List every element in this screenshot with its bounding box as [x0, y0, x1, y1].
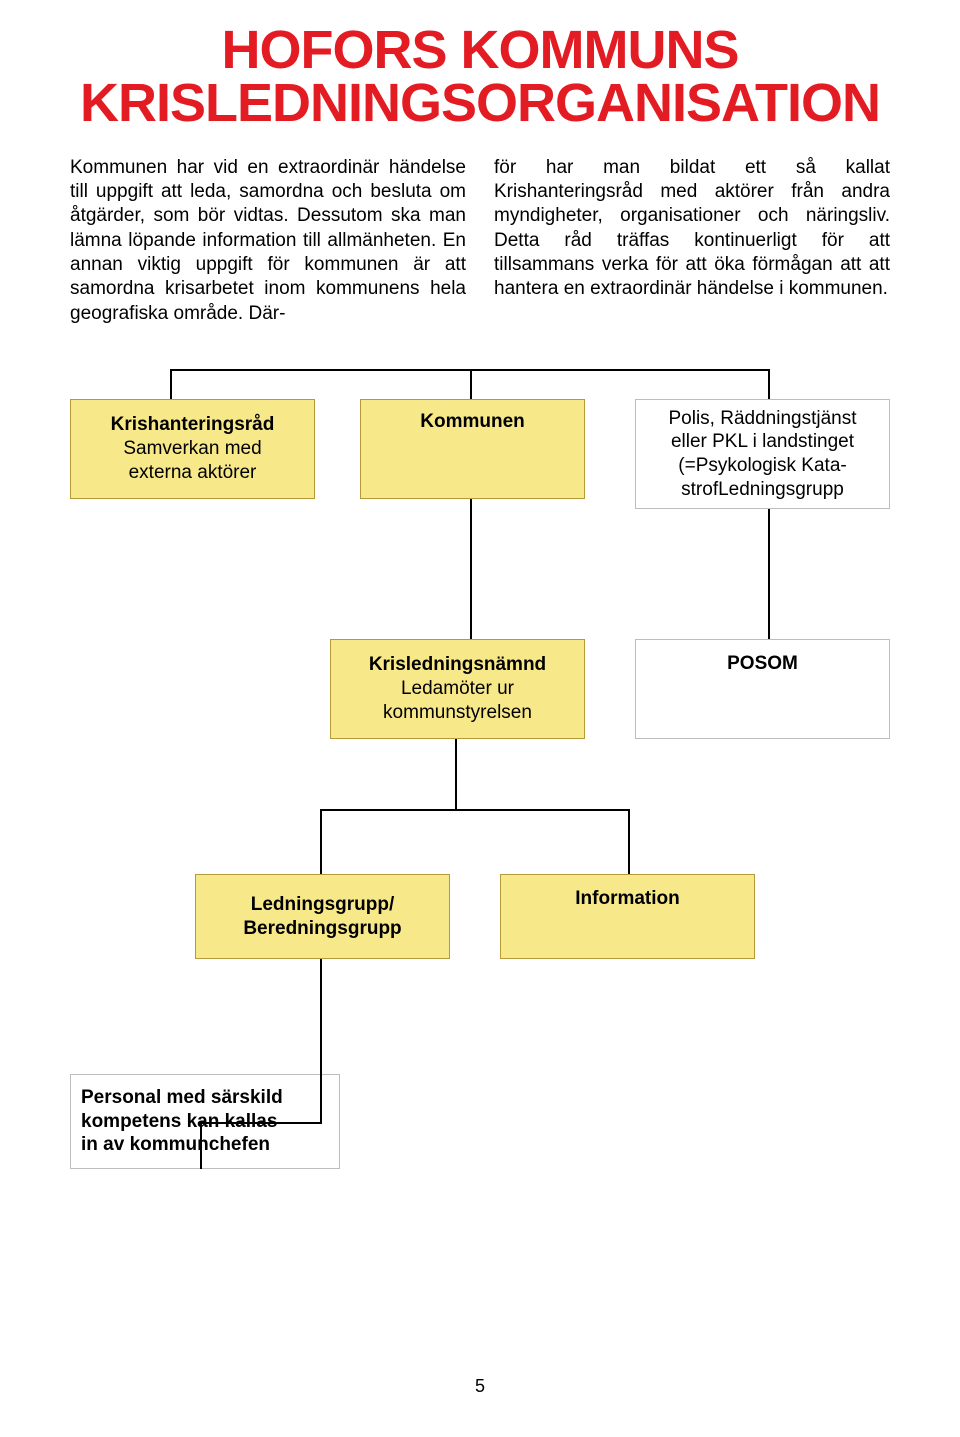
title-line-1: HOFORS KOMMUNS [222, 20, 739, 80]
intro-columns: Kommunen har vid en extraordinär händels… [70, 156, 890, 326]
diagram-box: Ledningsgrupp/Beredningsgrupp [195, 874, 450, 959]
connector-line [628, 809, 630, 874]
connector-line [455, 739, 457, 809]
org-diagram: KrishanteringsrådSamverkan medexterna ak… [70, 344, 890, 1264]
connector-line [170, 369, 172, 399]
page-title: HOFORS KOMMUNS KRISLEDNINGSORGANISATION [70, 0, 890, 130]
connector-line [200, 1122, 202, 1169]
connector-line [768, 369, 770, 399]
diagram-box: Information [500, 874, 755, 959]
diagram-box: Kommunen [360, 399, 585, 499]
intro-col-1: Kommunen har vid en extraordinär händels… [70, 156, 466, 326]
connector-line [320, 959, 322, 1124]
connector-line [470, 369, 472, 399]
connector-line [320, 809, 630, 811]
connector-line [768, 509, 770, 639]
diagram-box: Polis, Räddningstjänsteller PKL i landst… [635, 399, 890, 509]
diagram-box: KrishanteringsrådSamverkan medexterna ak… [70, 399, 315, 499]
connector-line [320, 809, 322, 874]
title-line-2: KRISLEDNINGSORGANISATION [80, 73, 880, 133]
page-number: 5 [0, 1376, 960, 1397]
connector-line [470, 499, 472, 639]
diagram-box: KrisledningsnämndLedamöter urkommunstyre… [330, 639, 585, 739]
connector-line [200, 1122, 322, 1124]
diagram-box: POSOM [635, 639, 890, 739]
intro-col-2: för har man bildat ett så kallat Krishan… [494, 156, 890, 326]
